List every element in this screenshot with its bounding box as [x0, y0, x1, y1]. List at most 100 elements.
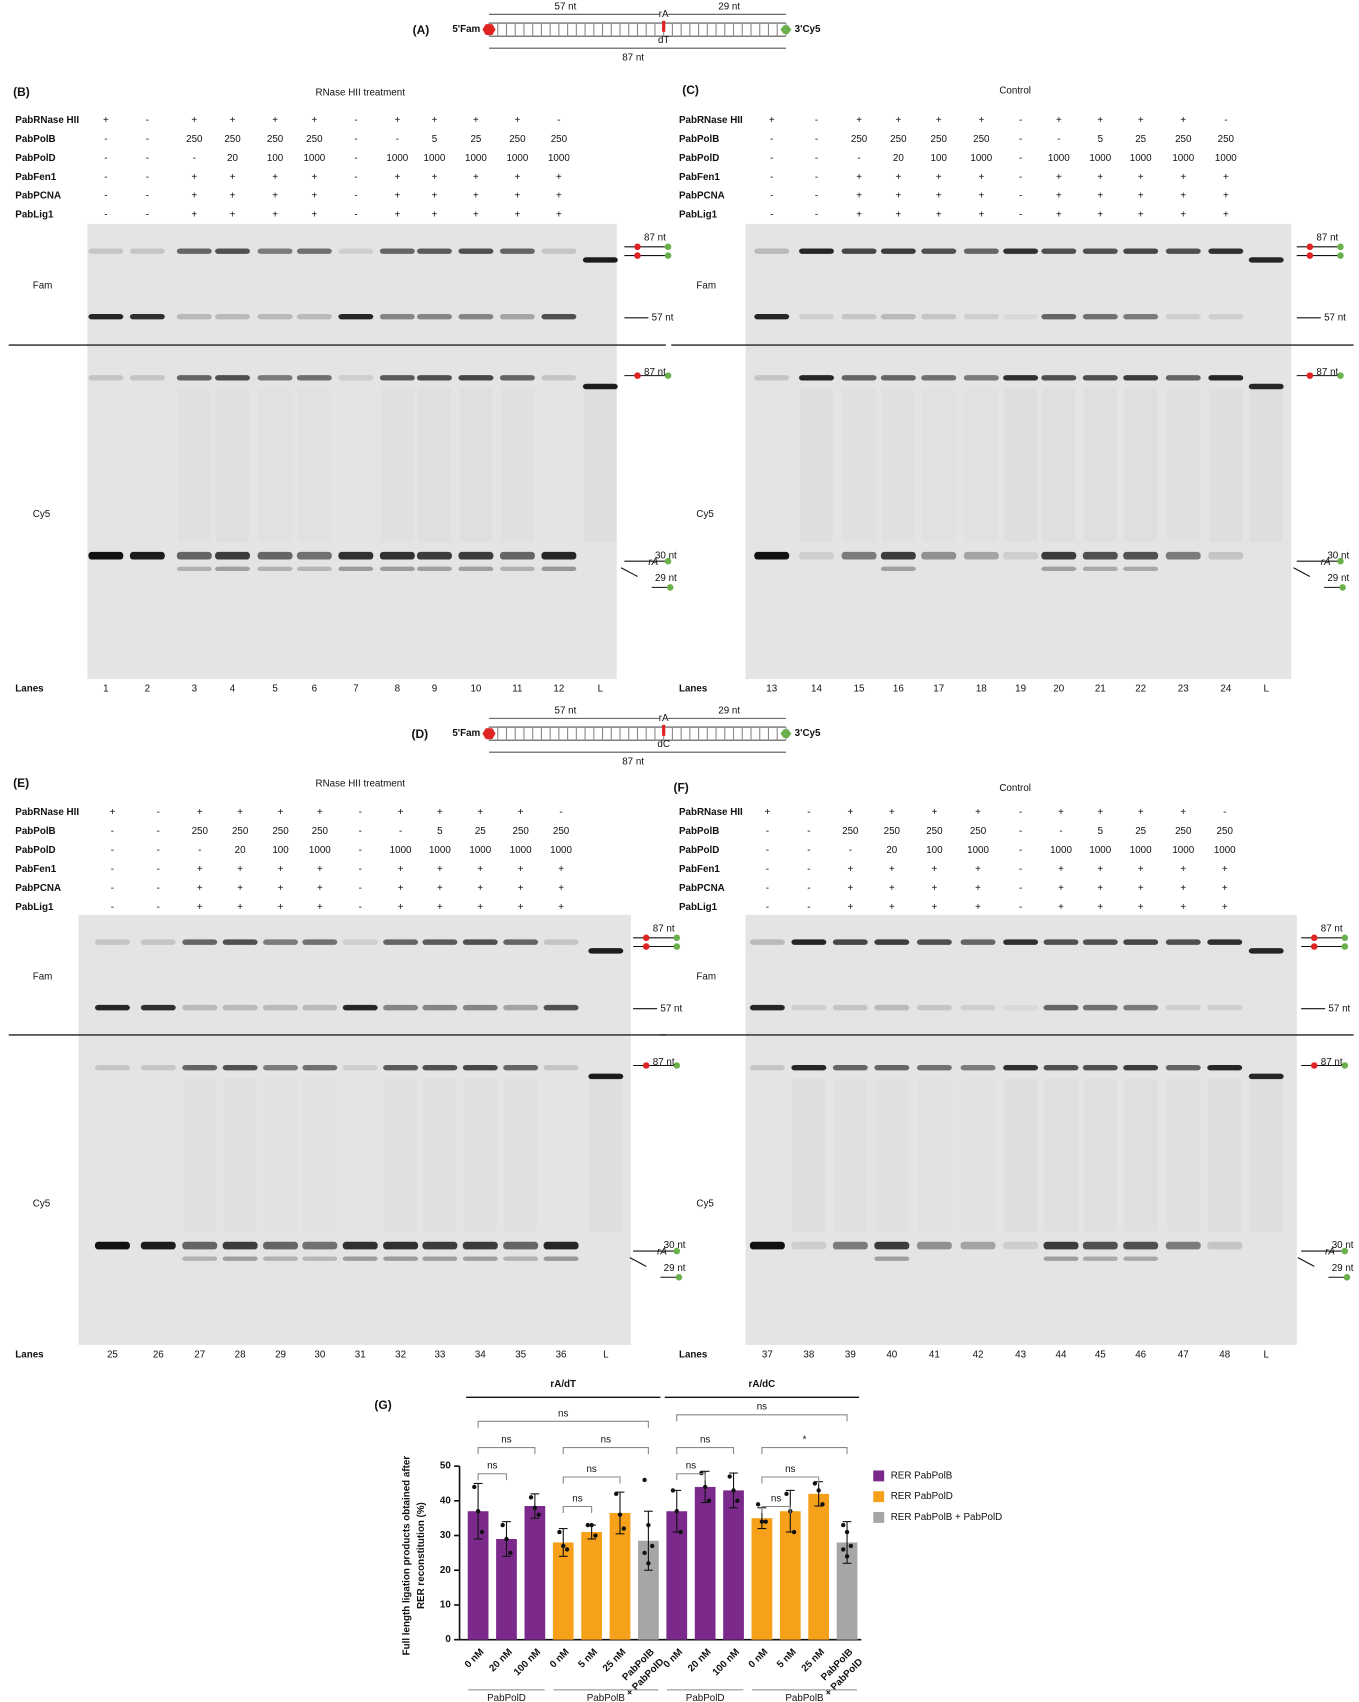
ribo-label: rA — [657, 1247, 667, 1258]
marker-label: 30 nt — [664, 1240, 686, 1251]
cell: - — [807, 826, 810, 837]
gel-band — [416, 566, 452, 572]
cell: 100 — [267, 153, 284, 164]
cell: 250 — [551, 134, 568, 145]
gel-band — [263, 1004, 298, 1011]
lane-number: 34 — [475, 1349, 486, 1360]
marker-arrow — [1297, 1257, 1315, 1267]
cell: + — [895, 210, 901, 221]
marker-label: 87 nt — [1316, 233, 1338, 244]
cy5-dot — [1337, 557, 1344, 565]
gel-band — [88, 313, 124, 320]
partner-label: dT — [658, 35, 669, 46]
cy5-dot — [673, 1062, 681, 1069]
cell: + — [197, 902, 203, 913]
gel-band — [1165, 1241, 1201, 1250]
smear — [1249, 1078, 1283, 1232]
cell: + — [975, 902, 981, 913]
cell: + — [518, 883, 524, 894]
lane-number: 37 — [762, 1349, 773, 1360]
bar — [609, 1512, 631, 1640]
cell: + — [1097, 115, 1103, 126]
marker-label: 87 nt — [1316, 367, 1338, 378]
smear — [842, 388, 876, 542]
gel-band — [1041, 375, 1077, 381]
data-point — [755, 1502, 761, 1507]
cell: + — [1058, 864, 1064, 875]
lane-number: 32 — [395, 1349, 406, 1360]
panel-title: RNase HII treatment — [315, 88, 405, 99]
cy5-dot — [1341, 934, 1349, 942]
fam-dot — [642, 934, 650, 942]
cell: - — [766, 845, 769, 856]
cell: + — [978, 115, 984, 126]
length-label: 87 nt — [622, 53, 644, 64]
smear — [1042, 388, 1076, 542]
bar — [666, 1511, 688, 1640]
cell: + — [230, 210, 236, 221]
cell: 250 — [973, 134, 990, 145]
cell: - — [354, 191, 357, 202]
smear — [297, 388, 331, 542]
cell: + — [230, 172, 236, 183]
cell: + — [932, 864, 938, 875]
lane-number: 4 — [230, 683, 236, 694]
gel-band — [1208, 551, 1244, 560]
cell: + — [1138, 807, 1144, 818]
lane-number: 24 — [1220, 683, 1231, 694]
gel-band — [296, 248, 332, 254]
gel-band — [503, 939, 539, 945]
cell: + — [847, 902, 853, 913]
gel-band — [1082, 1256, 1118, 1261]
gel-band — [222, 1064, 258, 1071]
length-label: 57 nt — [555, 1, 577, 12]
cell: 1000 — [390, 845, 412, 856]
gel-band — [1207, 939, 1243, 945]
cell: - — [1019, 210, 1022, 221]
gel-band — [749, 1004, 785, 1011]
cell: + — [895, 172, 901, 183]
gel-band — [383, 1064, 419, 1071]
smear — [380, 388, 414, 542]
cell: + — [432, 191, 438, 202]
significance-bracket — [562, 1505, 593, 1514]
cell: + — [477, 864, 483, 875]
gel-band — [832, 1241, 868, 1250]
smear — [258, 388, 292, 542]
gel-band — [140, 1241, 176, 1250]
x-tick-label: 100 nM — [512, 1647, 543, 1678]
gel-band — [263, 1256, 298, 1261]
cell: + — [975, 807, 981, 818]
data-point — [844, 1554, 850, 1559]
lanes-label: Lanes — [679, 683, 708, 694]
cell: 250 — [192, 826, 209, 837]
cell: + — [398, 807, 404, 818]
lane-number: 44 — [1056, 1349, 1067, 1360]
gel-band — [1043, 939, 1079, 945]
channel-label: Cy5 — [33, 509, 51, 520]
cell: 1000 — [1172, 153, 1194, 164]
gel-band — [921, 551, 957, 560]
data-point — [784, 1491, 789, 1497]
gel-band — [338, 551, 374, 560]
gel-band — [263, 939, 298, 945]
cell: + — [473, 115, 479, 126]
channel-label: Cy5 — [696, 1199, 714, 1210]
cell: - — [1019, 115, 1022, 126]
row-label: PabPolB — [15, 134, 55, 145]
row-label: PabLig1 — [15, 210, 54, 221]
significance-bracket — [477, 1473, 508, 1481]
cell: - — [359, 807, 362, 818]
gel-band — [1123, 1256, 1159, 1261]
cell: + — [237, 883, 243, 894]
smear — [583, 388, 617, 542]
legend-label: RER PabPolD — [891, 1491, 953, 1502]
row-label: PabLig1 — [15, 902, 54, 913]
lane-number: 46 — [1135, 1349, 1146, 1360]
gel-band — [749, 939, 785, 945]
bar — [638, 1540, 659, 1640]
gel-band — [94, 1064, 130, 1071]
row-label: PabPCNA — [679, 883, 725, 894]
gel-band — [94, 939, 130, 945]
lane-number: 45 — [1095, 1349, 1106, 1360]
